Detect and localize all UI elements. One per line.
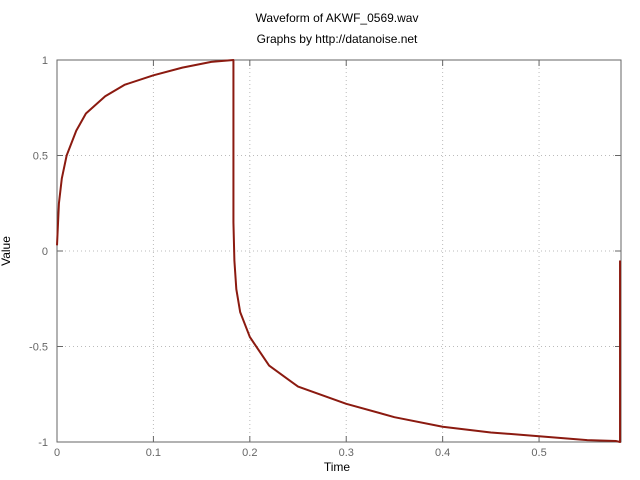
x-tick-label: 0.3: [339, 447, 354, 459]
grid: [56, 59, 621, 443]
x-tick-label: 0.5: [531, 447, 546, 459]
x-tick-label: 0.4: [435, 447, 450, 459]
x-tick-label: 0.2: [242, 447, 257, 459]
y-tick-label: -0.5: [29, 342, 48, 354]
y-tick-label: -1: [38, 437, 48, 449]
x-tick-label: 0.1: [146, 447, 161, 459]
series-layer: [56, 59, 622, 443]
waveform-line: [56, 59, 622, 443]
chart-subtitle: Graphs by http://datanoise.net: [257, 32, 418, 46]
y-axis-label: Value: [0, 236, 13, 266]
y-tick-label: 1: [42, 55, 48, 67]
y-tick-label: 0: [42, 246, 48, 258]
ticks: 1 0.5 0 -0.5 -1 0 0.1 0.2 0.3 0.4 0.5: [29, 55, 621, 459]
y-tick-label: 0.5: [33, 151, 48, 163]
x-axis-label: Time: [324, 460, 351, 474]
x-tick-label: 0: [54, 447, 60, 459]
chart-title: Waveform of AKWF_0569.wav: [256, 11, 419, 25]
